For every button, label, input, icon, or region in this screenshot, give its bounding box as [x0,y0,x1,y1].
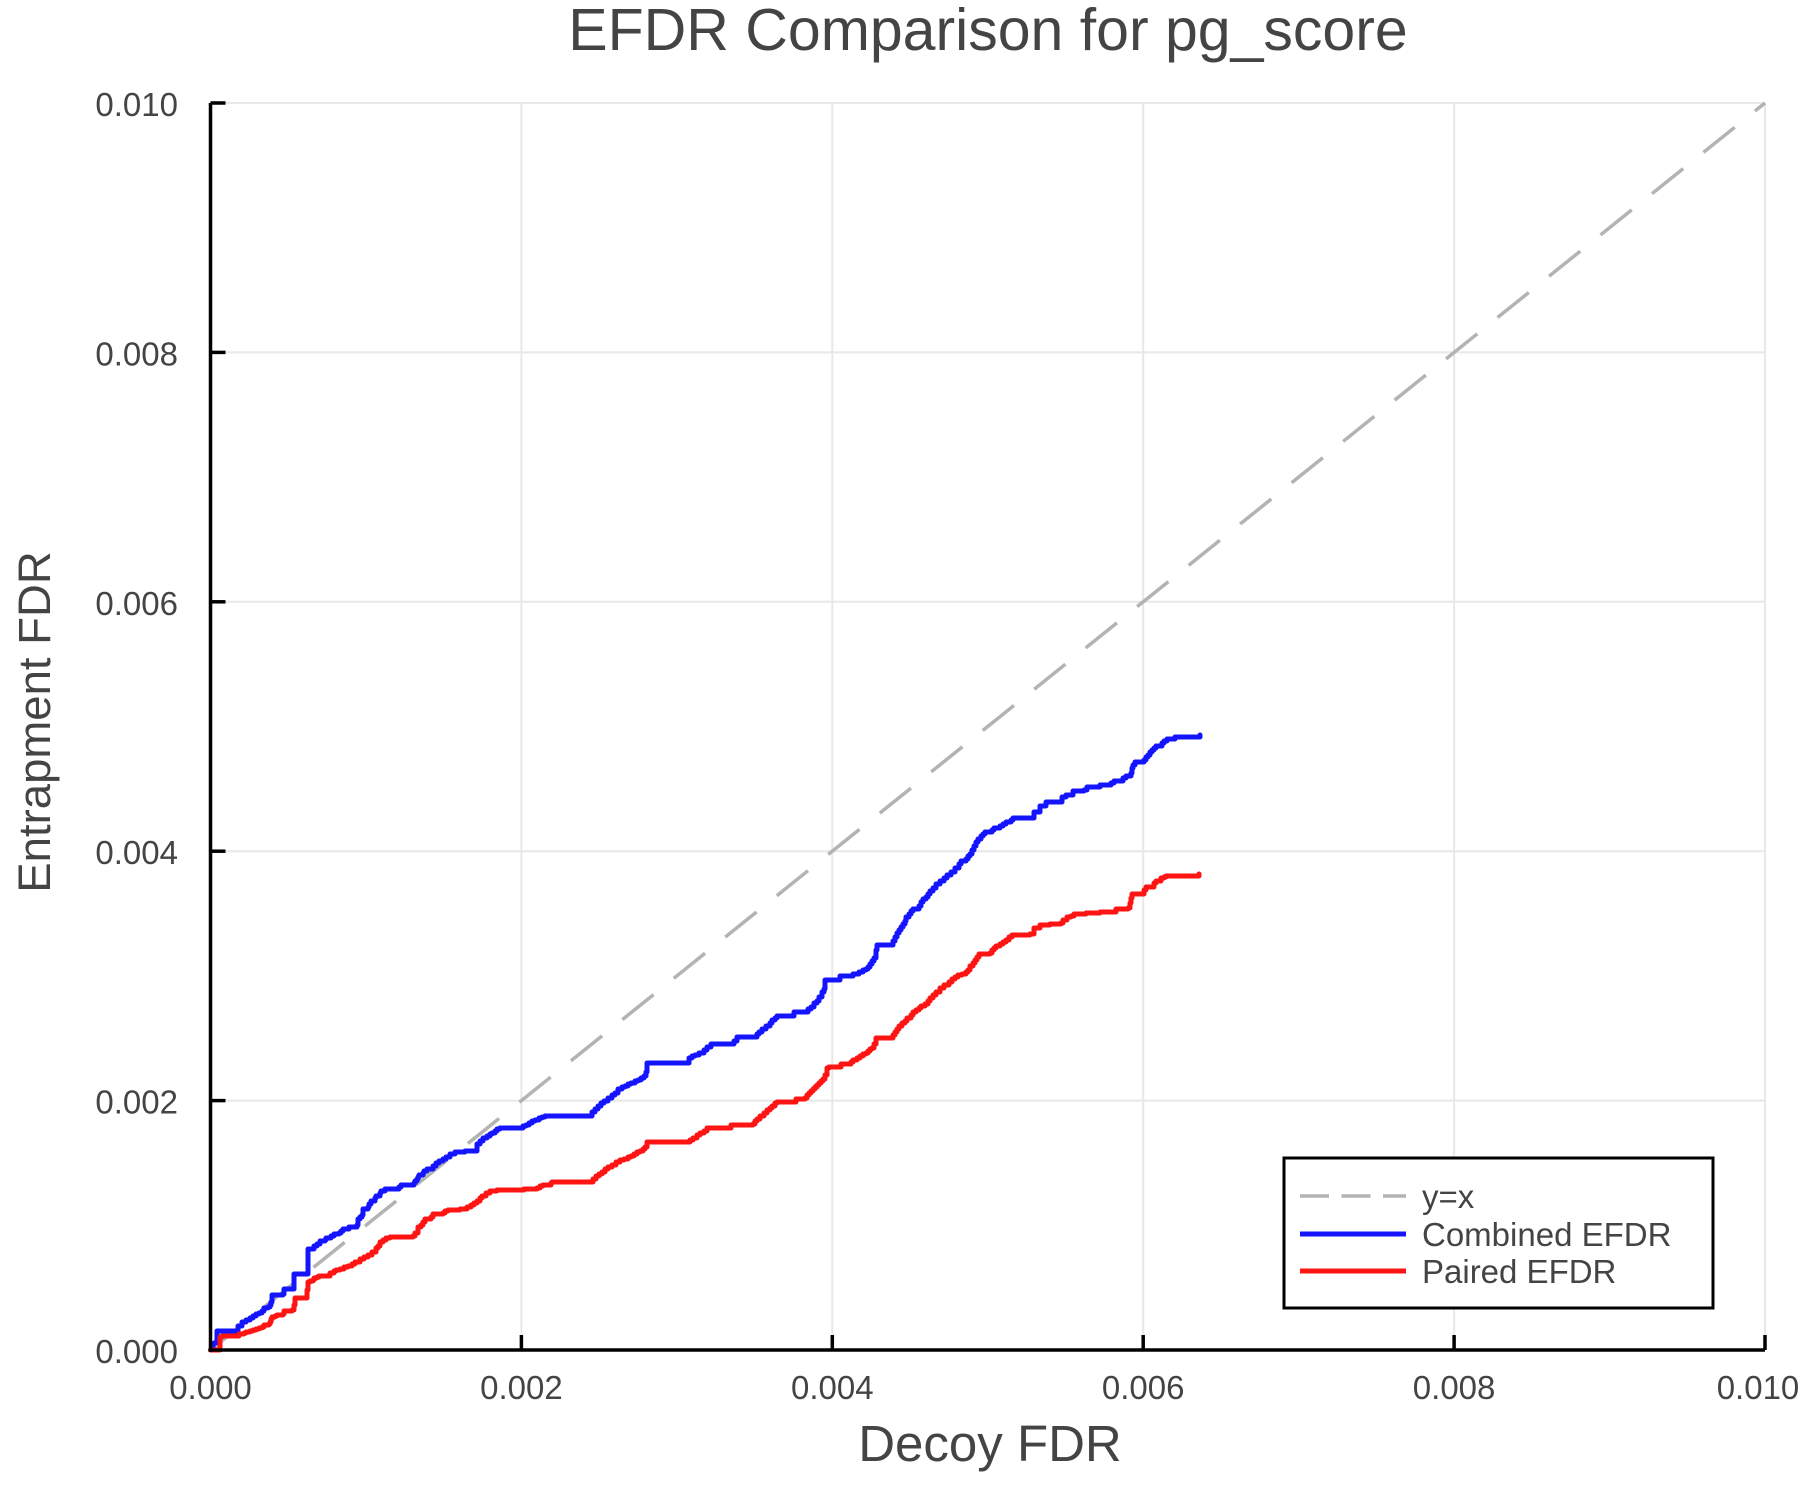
svg-text:0.002: 0.002 [95,1084,178,1121]
svg-text:0.008: 0.008 [1413,1369,1496,1406]
svg-text:Paired EFDR: Paired EFDR [1422,1253,1616,1290]
svg-text:Decoy FDR: Decoy FDR [858,1415,1122,1472]
svg-text:0.010: 0.010 [1717,1369,1800,1406]
svg-text:0.006: 0.006 [95,585,178,622]
svg-text:0.010: 0.010 [95,86,178,123]
svg-text:0.008: 0.008 [95,335,178,372]
svg-text:y=x: y=x [1422,1178,1475,1215]
svg-text:0.000: 0.000 [95,1333,178,1370]
svg-text:0.002: 0.002 [480,1369,563,1406]
svg-text:Combined EFDR: Combined EFDR [1422,1216,1671,1253]
svg-text:0.004: 0.004 [95,834,178,871]
svg-text:EFDR Comparison for pg_score: EFDR Comparison for pg_score [568,0,1407,63]
svg-text:0.004: 0.004 [791,1369,874,1406]
svg-text:Entrapment FDR: Entrapment FDR [9,551,60,892]
svg-text:0.006: 0.006 [1102,1369,1185,1406]
svg-text:0.000: 0.000 [169,1369,252,1406]
